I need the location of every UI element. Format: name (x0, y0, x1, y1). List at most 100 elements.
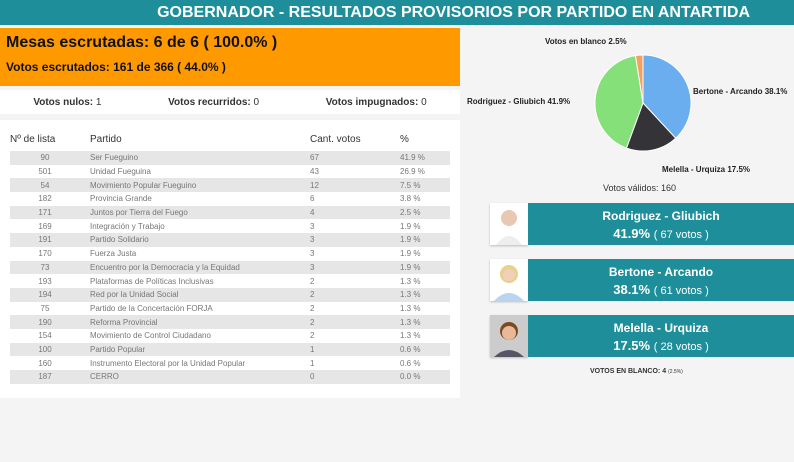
table-cell: Integración y Trabajo (90, 221, 165, 231)
table-row: 169 Integración y Trabajo 3 1.9 % (10, 219, 450, 233)
table-cell: 54 (10, 178, 80, 193)
table-cell: 1.9 % (400, 249, 421, 259)
summary-panel: Mesas escrutadas: 6 de 6 ( 100.0% ) Voto… (0, 28, 460, 86)
table-cell: 3 (310, 221, 315, 231)
table-cell: Provincia Grande (90, 194, 152, 204)
table-cell: 2 (310, 303, 315, 313)
table-cell: 1.3 % (400, 331, 421, 341)
pie-label-bertone: Bertone - Arcando 38.1% (693, 87, 788, 96)
table-cell: 1.9 % (400, 260, 450, 275)
candidate-photo (490, 203, 528, 245)
candidate-card: Bertone - Arcando 38.1% ( 61 votos ) (490, 259, 794, 301)
col-header: % (400, 134, 409, 145)
table-cell: 187 (10, 370, 80, 384)
table-cell: 182 (38, 194, 52, 204)
col-header: Cant. votos (310, 134, 361, 145)
table-cell: CERRO (80, 370, 310, 384)
table-cell: 3 (310, 249, 315, 259)
table-cell: 170 (38, 249, 52, 259)
table-row: 90 Ser Fueguino 67 41.9 % (10, 151, 450, 165)
candidate-photo (490, 315, 528, 357)
table-cell: Partido Popular (80, 342, 310, 357)
table-cell: 26.9 % (400, 167, 425, 177)
table-cell: 1.3 % (400, 303, 421, 313)
votos-en-blanco: VOTOS EN BLANCO: 4 (2.5%) (590, 368, 683, 375)
pie-slice (594, 55, 644, 149)
table-cell: 2 (310, 276, 315, 286)
results-table: Nº de lista Partido Cant. votos % 90 Ser … (10, 134, 450, 384)
votos-nulos: Votos nulos: 1 (33, 96, 102, 108)
table-cell: Movimiento Popular Fueguino (80, 178, 310, 193)
table-cell: Ser Fueguino (80, 151, 310, 165)
table-row: 160 Instrumento Electoral por la Unidad P… (10, 356, 450, 370)
table-row: 501 Unidad Fueguina 43 26.9 % (10, 165, 450, 179)
table-cell: 90 (10, 151, 80, 165)
table-cell: 100 (10, 342, 80, 357)
table-cell: 0.6 % (400, 342, 450, 357)
table-cell: 1 (310, 358, 315, 368)
table-cell: 12 (310, 178, 400, 193)
table-cell: Movimiento de Control Ciudadano (90, 331, 211, 341)
table-row: 75 Partido de la Concertación FORJA 2 1.3 % (10, 302, 450, 316)
table-cell: 0.6 % (400, 358, 421, 368)
table-cell: 67 (310, 151, 400, 165)
table-cell: 0 (310, 370, 400, 384)
table-cell: 194 (10, 287, 80, 302)
table-cell: Fuerza Justa (90, 249, 137, 259)
table-cell: 6 (310, 194, 315, 204)
candidate-votes: ( 28 votos ) (653, 341, 709, 353)
table-cell: 73 (10, 260, 80, 275)
vote-counts: Votos nulos: 1 Votos recurridos: 0 Votos… (0, 90, 460, 114)
pie-label-rodriguez: Rodriguez - Gliubich 41.9% (467, 97, 571, 106)
table-cell: 1.3 % (400, 287, 450, 302)
table-cell: 2 (310, 315, 400, 329)
table-row: 170 Fuerza Justa 3 1.9 % (10, 247, 450, 261)
votos-escrutados: Votos escrutados: 161 de 366 ( 44.0% ) (6, 60, 226, 74)
pie-slice (634, 54, 644, 104)
table-cell: 190 (10, 315, 80, 329)
table-cell: 160 (38, 358, 52, 368)
table-cell: 7.5 % (400, 178, 450, 193)
candidate-name: Bertone - Arcando (608, 265, 714, 279)
table-cell: 193 (38, 276, 52, 286)
table-row: 171 Juntos por Tierra del Fuego 4 2.5 % (10, 205, 450, 220)
table-cell: 1 (310, 342, 400, 357)
table-row: 190 Reforma Provincial 2 1.3 % (10, 315, 450, 329)
table-cell: 171 (10, 205, 80, 220)
table-row: 73 Encuentro por la Democracia y la Equid… (10, 260, 450, 275)
candidate-votes: ( 67 votos ) (653, 229, 709, 241)
votos-recurridos: Votos recurridos: 0 (168, 96, 260, 108)
candidate-card: Rodriguez - Gliubich 41.9% ( 67 votos ) (490, 203, 794, 245)
table-cell: Juntos por Tierra del Fuego (80, 205, 310, 220)
candidate-name: Melella - Urquiza (613, 321, 709, 335)
candidate-name: Rodriguez - Gliubich (602, 209, 720, 223)
table-cell: Encuentro por la Democracia y la Equidad (80, 260, 310, 275)
table-cell: 191 (10, 233, 80, 247)
candidate-pct: 17.5% (613, 338, 651, 353)
table-cell: 1.3 % (400, 276, 421, 286)
table-cell: 1.3 % (400, 315, 450, 329)
results-pie-chart (594, 54, 692, 152)
table-row: 187 CERRO 0 0.0 % (10, 370, 450, 384)
table-cell: Red por la Unidad Social (80, 287, 310, 302)
table-row: 154 Movimiento de Control Ciudadano 2 1.3 % (10, 329, 450, 343)
table-row: 100 Partido Popular 1 0.6 % (10, 342, 450, 357)
table-cell: Partido de la Concertación FORJA (90, 303, 213, 313)
table-cell: Plataformas de Políticas Inclusivas (90, 276, 214, 286)
candidate-pct: 41.9% (613, 226, 651, 241)
table-cell: 41.9 % (400, 151, 450, 165)
table-cell: Partido Solidario (80, 233, 310, 247)
table-cell: 1.9 % (400, 233, 450, 247)
table-cell: 2.5 % (400, 205, 450, 220)
table-cell: 1.9 % (400, 221, 421, 231)
candidate-pct: 38.1% (613, 282, 651, 297)
candidate-votes: ( 61 votos ) (653, 285, 709, 297)
table-row: 193 Plataformas de Políticas Inclusivas 2 1… (10, 274, 450, 288)
pie-label-blanco: Votos en blanco 2.5% (545, 37, 627, 46)
page-title: GOBERNADOR - RESULTADOS PROVISORIOS POR … (0, 0, 794, 25)
table-cell: 4 (310, 205, 400, 220)
votos-validos: Votos válidos: 160 (603, 183, 677, 193)
table-cell: 154 (38, 331, 52, 341)
table-cell: 43 (310, 167, 319, 177)
table-cell: Instrumento Electoral por la Unidad Popu… (90, 358, 246, 368)
